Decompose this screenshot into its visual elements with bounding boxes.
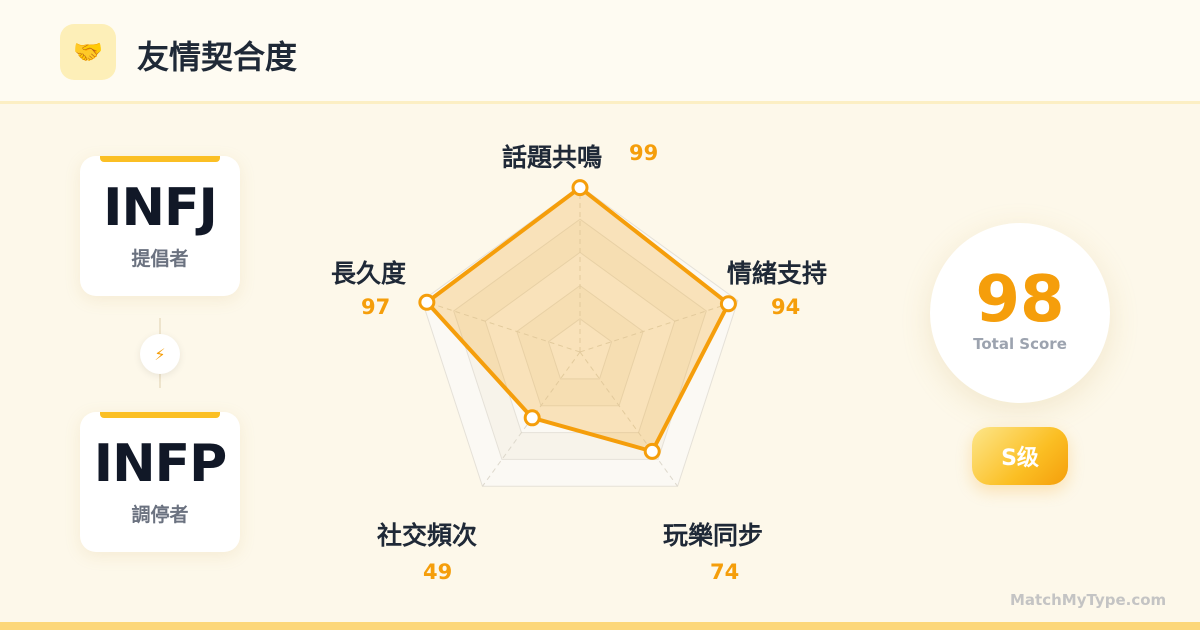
card-accent <box>100 412 220 418</box>
axis-label: 話題共鳴 <box>502 143 603 172</box>
data-point <box>523 409 541 427</box>
header: 🤝 友情契合度 <box>0 0 1200 104</box>
axis-line <box>421 300 581 353</box>
data-point <box>571 179 589 197</box>
axis-value: 97 <box>361 295 391 319</box>
type-role: 調停者 <box>131 504 189 526</box>
lightning-icon: ⚡ <box>140 334 180 374</box>
card-accent <box>100 156 220 162</box>
type-card-1: INFJ 提倡者 <box>80 156 240 296</box>
axis-label: 長久度 <box>331 259 407 288</box>
data-point <box>719 295 737 313</box>
axis-label: 情緒支持 <box>727 259 828 288</box>
axis-value: 74 <box>710 560 740 584</box>
handshake-icon: 🤝 <box>60 24 116 80</box>
type-role: 提倡者 <box>131 248 189 270</box>
type-card-2: INFP 調停者 <box>80 412 240 552</box>
type-code: INFP <box>93 434 228 494</box>
total-score-circle: 98 Total Score <box>930 223 1110 403</box>
data-area <box>424 185 731 454</box>
total-score-value: 98 <box>975 263 1065 337</box>
axis-value: 94 <box>771 295 801 319</box>
grade-badge: S级 <box>972 427 1068 485</box>
axis-line <box>579 300 739 353</box>
type-code: INFJ <box>103 178 218 238</box>
data-point <box>643 442 661 460</box>
bottom-bar <box>0 622 1200 630</box>
total-score-caption: Total Score <box>973 335 1067 353</box>
page-title: 友情契合度 <box>137 38 298 76</box>
data-point <box>418 293 436 311</box>
axis-line <box>579 351 678 487</box>
axis-label: 社交頻次 <box>377 521 478 550</box>
axis-value: 99 <box>629 141 659 165</box>
axis-value: 49 <box>423 560 453 584</box>
footer-brand: MatchMyType.com <box>1010 591 1167 609</box>
axis-label: 玩樂同步 <box>663 521 764 550</box>
